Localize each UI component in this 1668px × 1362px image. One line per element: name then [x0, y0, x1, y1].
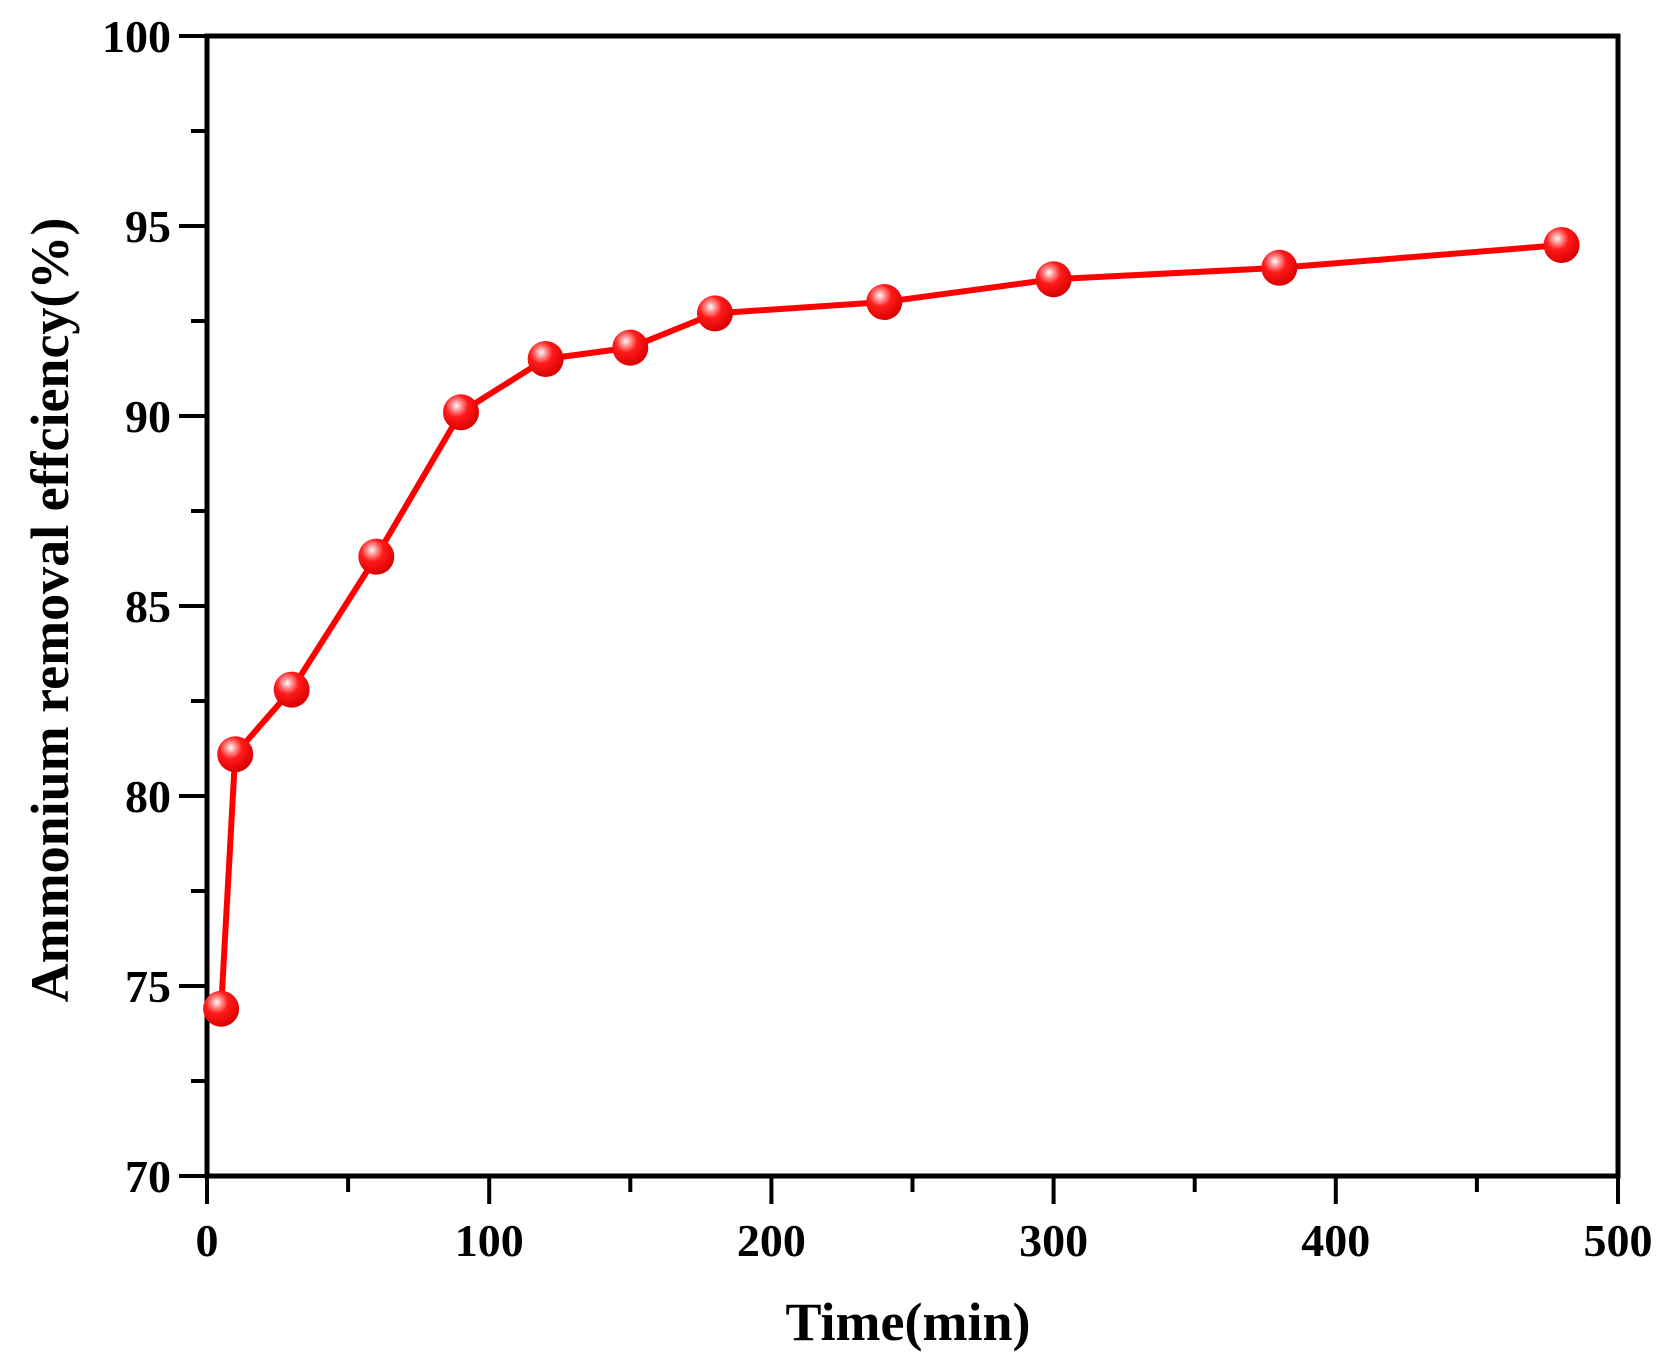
y-tick-label: 100 — [102, 11, 171, 62]
x-tick-label: 0 — [196, 1215, 219, 1266]
data-point — [1261, 249, 1298, 286]
data-point — [273, 671, 310, 708]
x-tick-label: 300 — [1019, 1215, 1088, 1266]
x-tick-label: 200 — [737, 1215, 806, 1266]
plot-axes — [179, 33, 1621, 1204]
y-tick-label: 90 — [125, 391, 171, 442]
y-tick-label: 80 — [125, 771, 171, 822]
series-line — [218, 242, 1562, 1009]
y-tick-label: 75 — [125, 961, 171, 1012]
tick-labels: 70 75 80 85 90 95 100 0 100 200 300 400 500 — [102, 11, 1653, 1266]
data-point — [527, 341, 564, 377]
data-point — [696, 295, 733, 332]
data-point — [217, 736, 254, 773]
x-axis-title: Time(min) — [786, 1292, 1031, 1352]
y-tick-label: 70 — [125, 1151, 171, 1202]
data-point — [1035, 261, 1072, 298]
data-point — [442, 394, 479, 431]
data-series — [203, 227, 1580, 1027]
x-tick-label: 100 — [455, 1215, 524, 1266]
y-axis-title: Ammonium removal effciency(%) — [20, 218, 80, 1003]
plot-frame — [204, 33, 1621, 1179]
y-tick-label: 95 — [125, 201, 171, 252]
data-point — [203, 990, 240, 1027]
x-tick-label: 400 — [1301, 1215, 1370, 1266]
data-point — [358, 538, 395, 575]
x-tick-label: 500 — [1584, 1215, 1653, 1266]
data-point — [1543, 227, 1580, 263]
y-tick-label: 85 — [125, 581, 171, 632]
data-point — [866, 284, 903, 320]
data-point — [612, 329, 649, 366]
